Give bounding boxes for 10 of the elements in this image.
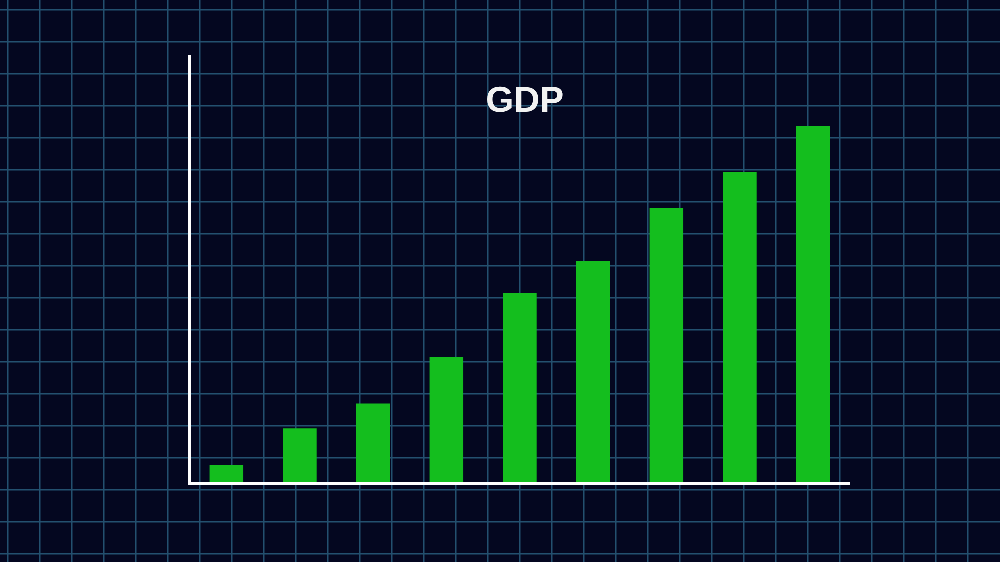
bar (576, 261, 610, 482)
bar (210, 465, 244, 482)
bar (650, 208, 684, 482)
bar (796, 126, 830, 482)
bar (356, 404, 390, 482)
chart-title: GDP (486, 78, 564, 120)
bar (430, 357, 464, 482)
bar (723, 172, 757, 482)
bar (283, 428, 317, 482)
bar (503, 293, 537, 482)
